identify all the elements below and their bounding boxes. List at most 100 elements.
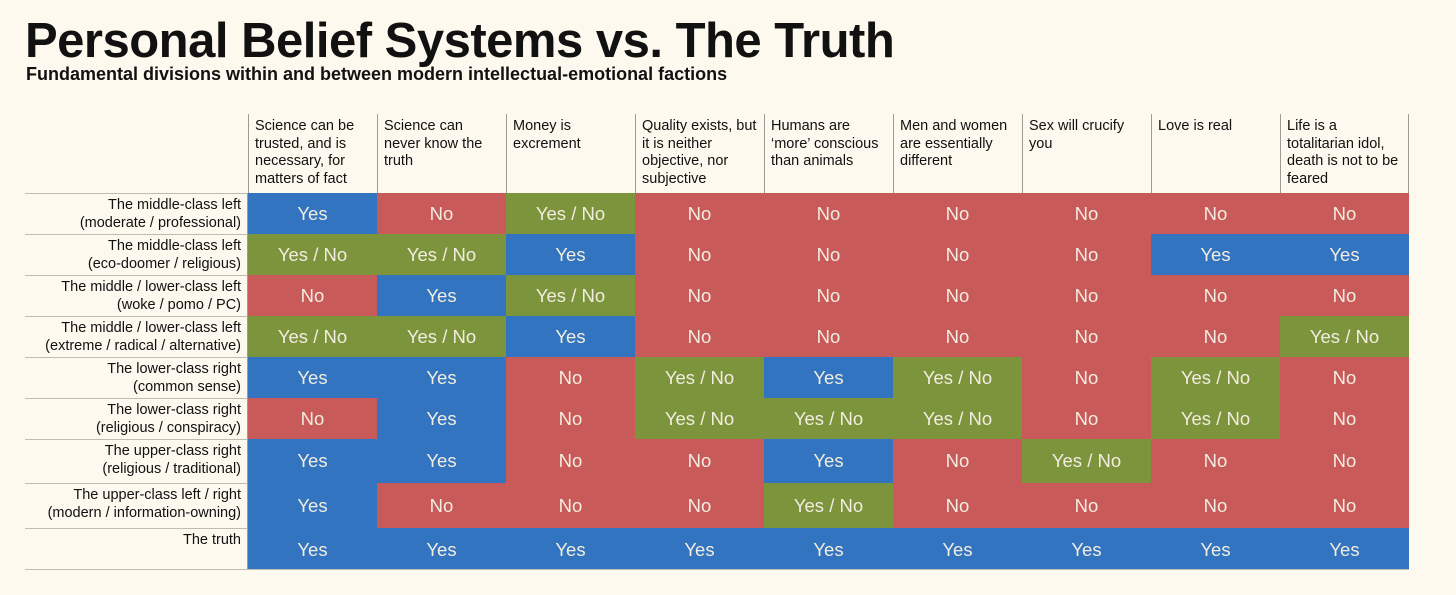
value-cell: Yes / No xyxy=(248,316,377,357)
value-cell: No xyxy=(506,483,635,528)
value-cell: No xyxy=(506,439,635,483)
chart-title: Personal Belief Systems vs. The Truth xyxy=(25,14,895,68)
row-header: The truth xyxy=(25,528,248,569)
value-cell: No xyxy=(1022,398,1151,439)
corner-cell xyxy=(25,114,248,193)
value-cell: No xyxy=(1151,193,1280,234)
row-label-line: The lower-class right xyxy=(107,361,241,377)
value-cell: No xyxy=(893,316,1022,357)
column-header: Life is a totalitarian idol, death is no… xyxy=(1280,114,1409,193)
value-cell: No xyxy=(635,275,764,316)
value-cell: No xyxy=(635,193,764,234)
row-label-line: The middle-class left xyxy=(108,238,241,254)
value-cell: Yes xyxy=(377,398,506,439)
row-header: The middle-class left (moderate / profess… xyxy=(25,193,248,234)
row-label-line: The middle / lower-class left xyxy=(61,320,241,336)
value-cell: Yes xyxy=(248,528,377,569)
row-label-line: (moderate / professional) xyxy=(79,214,241,231)
value-cell: Yes xyxy=(635,528,764,569)
value-cell: No xyxy=(635,234,764,275)
value-cell: No xyxy=(893,234,1022,275)
row-label-line: (eco-doomer / religious) xyxy=(87,255,241,272)
row-label-line: (religious / traditional) xyxy=(102,460,241,477)
value-cell: Yes xyxy=(1151,528,1280,569)
value-cell: Yes xyxy=(1022,528,1151,569)
value-cell: Yes / No xyxy=(506,275,635,316)
value-cell: Yes xyxy=(893,528,1022,569)
value-cell: Yes xyxy=(248,357,377,398)
value-cell: No xyxy=(1280,439,1409,483)
value-cell: No xyxy=(893,483,1022,528)
value-cell: Yes / No xyxy=(1280,316,1409,357)
value-cell: No xyxy=(506,398,635,439)
row-label-line: The lower-class right xyxy=(107,402,241,418)
value-cell: No xyxy=(1151,316,1280,357)
value-cell: Yes xyxy=(506,234,635,275)
value-cell: No xyxy=(764,316,893,357)
row-header: The lower-class right (common sense) xyxy=(25,357,248,398)
value-cell: Yes xyxy=(1280,528,1409,569)
value-cell: Yes xyxy=(248,483,377,528)
value-cell: No xyxy=(1022,193,1151,234)
value-cell: Yes / No xyxy=(377,316,506,357)
value-cell: No xyxy=(635,483,764,528)
row-label-line: (extreme / radical / alternative) xyxy=(45,337,241,354)
row-header: The middle / lower-class left (woke / pom… xyxy=(25,275,248,316)
value-cell: Yes / No xyxy=(377,234,506,275)
value-cell: No xyxy=(1280,483,1409,528)
column-header: Science can be trusted, and is necessary… xyxy=(248,114,377,193)
value-cell: No xyxy=(377,483,506,528)
value-cell: No xyxy=(1022,357,1151,398)
value-cell: No xyxy=(248,275,377,316)
value-cell: No xyxy=(248,398,377,439)
value-cell: Yes xyxy=(764,528,893,569)
value-cell: Yes xyxy=(1151,234,1280,275)
row-label-line: (woke / pomo / PC) xyxy=(116,296,241,313)
value-cell: Yes xyxy=(506,528,635,569)
value-cell: No xyxy=(1022,275,1151,316)
row-header: The upper-class right (religious / tradit… xyxy=(25,439,248,483)
value-cell: No xyxy=(635,439,764,483)
value-cell: Yes / No xyxy=(635,398,764,439)
value-cell: Yes xyxy=(1280,234,1409,275)
row-label-line: The middle / lower-class left xyxy=(61,279,241,295)
value-cell: No xyxy=(893,275,1022,316)
row-label-line: (modern / information-owning) xyxy=(47,504,241,521)
value-cell: Yes xyxy=(248,193,377,234)
row-label-line: The upper-class left / right xyxy=(73,487,241,503)
column-header: Humans are ‘more’ conscious than animals xyxy=(764,114,893,193)
row-header: The lower-class right (religious / conspi… xyxy=(25,398,248,439)
column-header: Sex will crucify you xyxy=(1022,114,1151,193)
column-header: Quality exists, but it is neither object… xyxy=(635,114,764,193)
value-cell: Yes xyxy=(248,439,377,483)
value-cell: No xyxy=(764,275,893,316)
value-cell: Yes / No xyxy=(506,193,635,234)
value-cell: Yes / No xyxy=(1022,439,1151,483)
row-label-line: The upper-class right xyxy=(104,443,241,459)
row-label-line: The truth xyxy=(182,532,241,548)
value-cell: No xyxy=(1151,483,1280,528)
row-label-line: (religious / conspiracy) xyxy=(95,419,241,436)
value-cell: No xyxy=(893,439,1022,483)
value-cell: No xyxy=(1280,398,1409,439)
row-header: The middle-class left (eco-doomer / relig… xyxy=(25,234,248,275)
value-cell: Yes / No xyxy=(1151,357,1280,398)
row-label-line: (common sense) xyxy=(133,378,241,395)
value-cell: Yes xyxy=(377,439,506,483)
value-cell: No xyxy=(1022,316,1151,357)
value-cell: Yes / No xyxy=(764,398,893,439)
value-cell: Yes xyxy=(377,357,506,398)
value-cell: Yes / No xyxy=(1151,398,1280,439)
value-cell: Yes xyxy=(506,316,635,357)
value-cell: No xyxy=(893,193,1022,234)
value-cell: No xyxy=(764,193,893,234)
value-cell: No xyxy=(1022,483,1151,528)
row-label-line: The middle-class left xyxy=(108,197,241,213)
value-cell: No xyxy=(635,316,764,357)
column-header: Love is real xyxy=(1151,114,1280,193)
column-header: Science can never know the truth xyxy=(377,114,506,193)
belief-matrix: Science can be trusted, and is necessary… xyxy=(25,114,1409,570)
value-cell: No xyxy=(1280,193,1409,234)
value-cell: No xyxy=(1022,234,1151,275)
value-cell: No xyxy=(506,357,635,398)
